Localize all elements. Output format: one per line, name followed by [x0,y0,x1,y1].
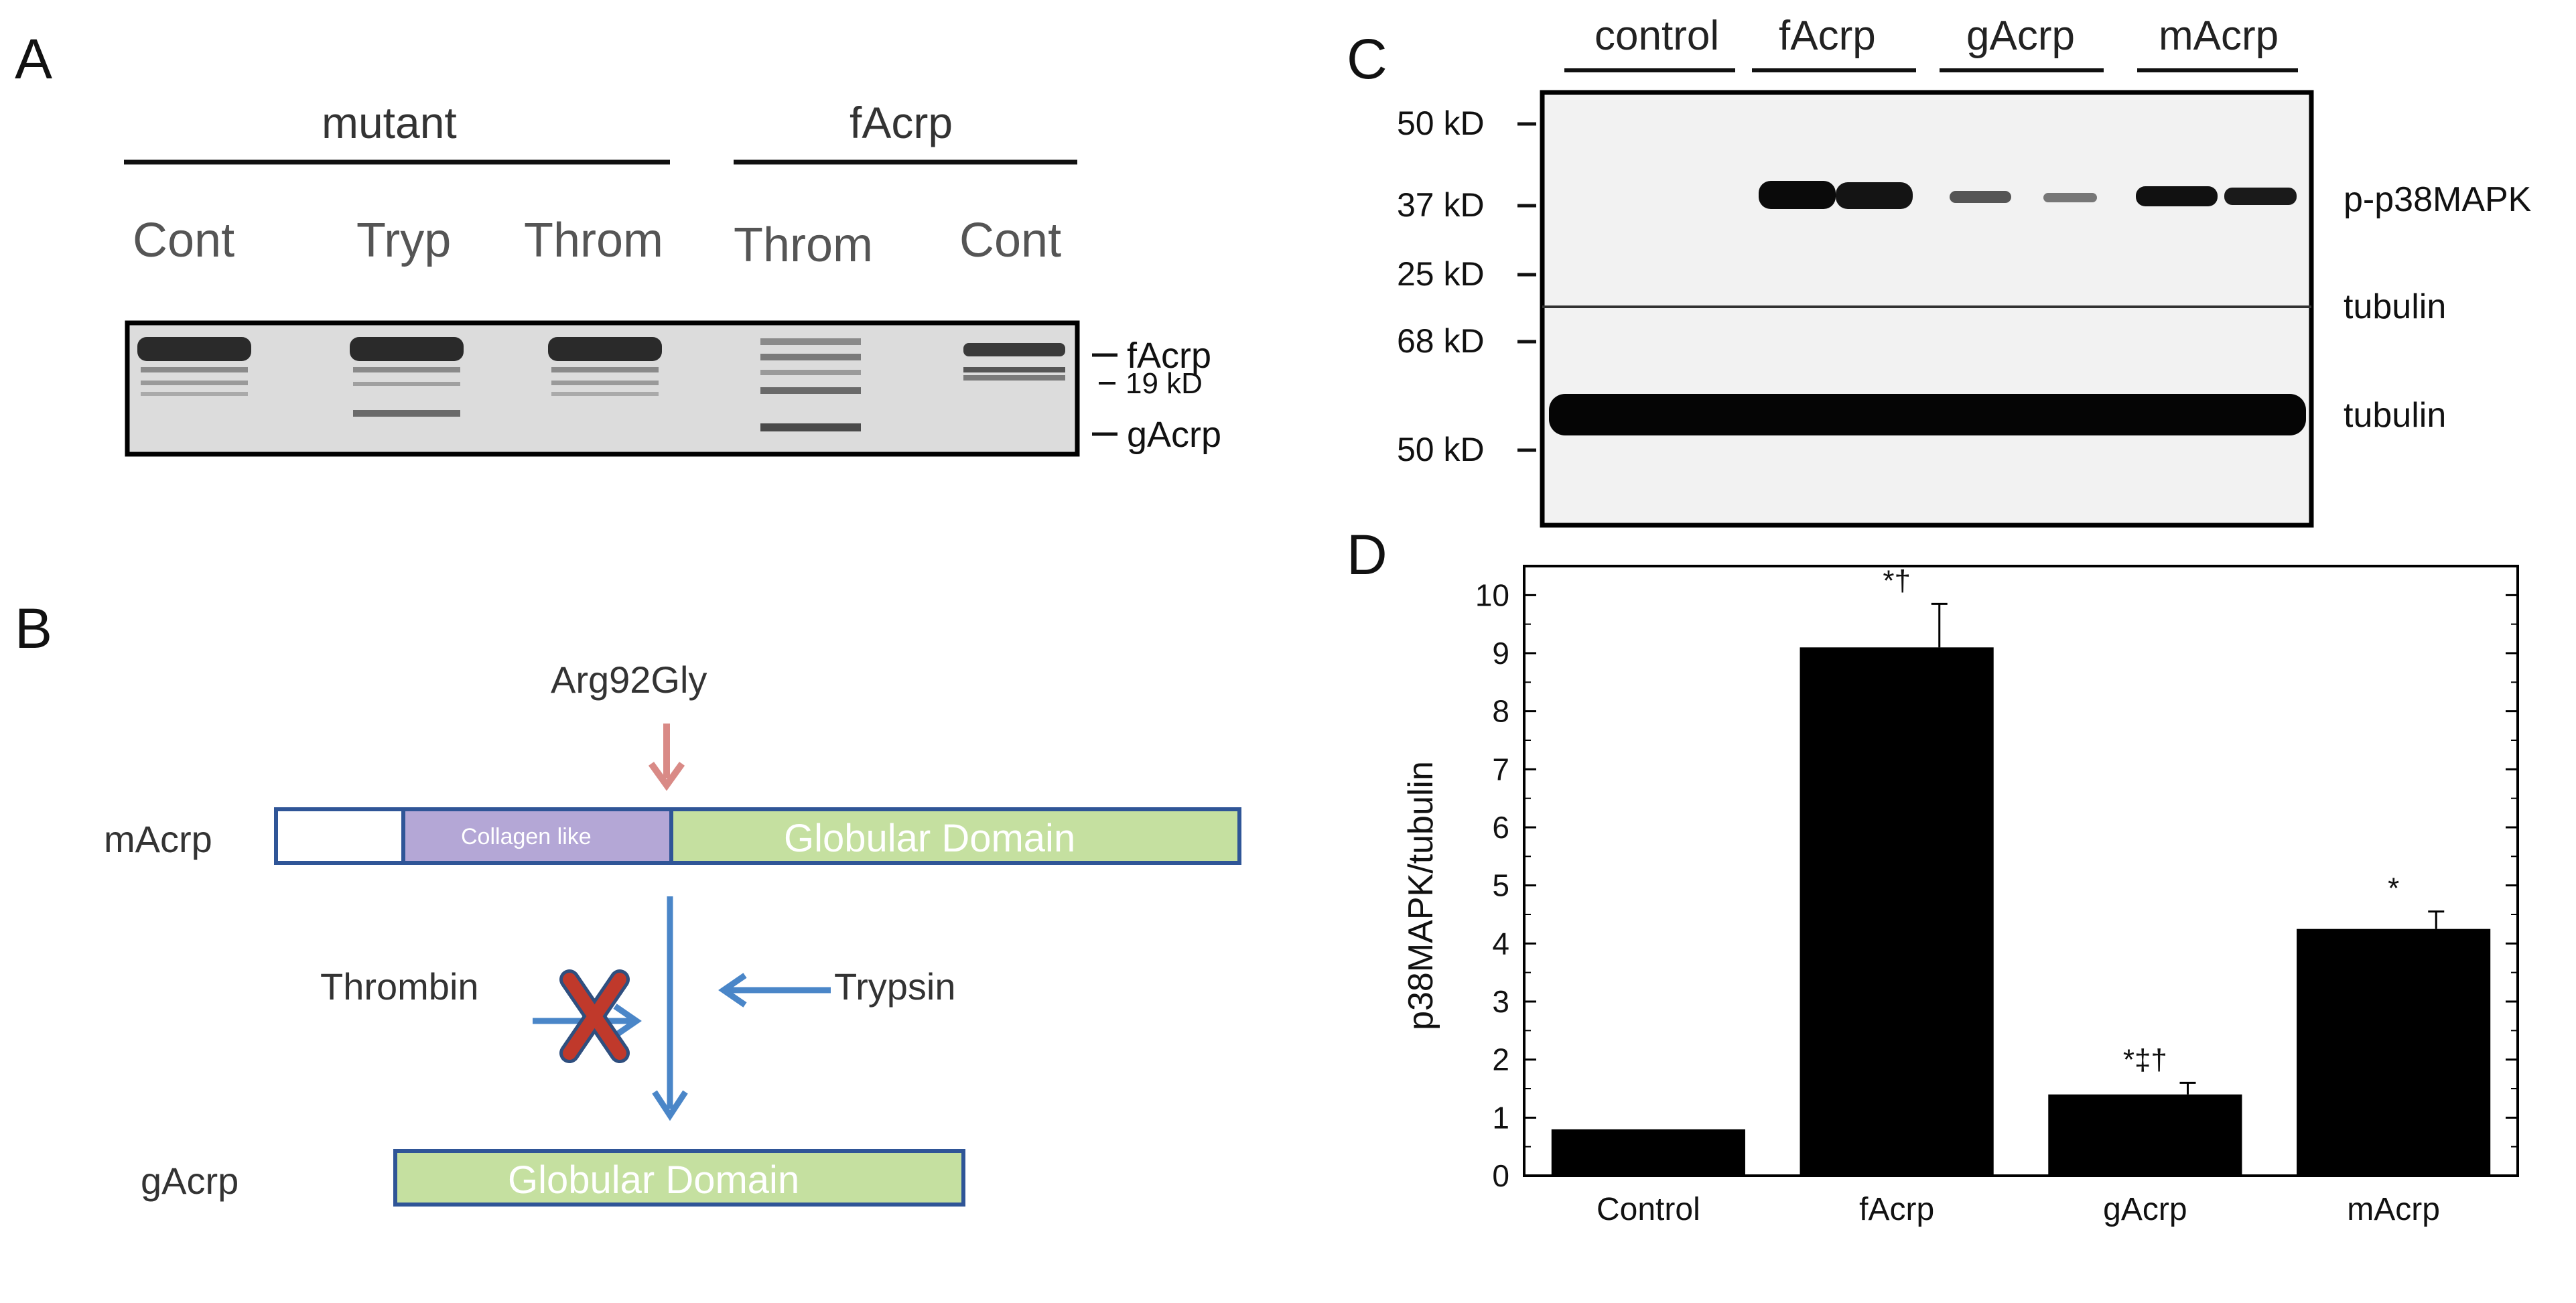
y-tick-label: 7 [1492,752,1509,786]
panel-a-lane-label: Throm [734,218,874,272]
chart-ylabel: p38MAPK/tubulin [1402,761,1440,1030]
bar [1551,1129,1745,1176]
y-tick-label: 2 [1492,1042,1509,1077]
blot-group-label: fAcrp [1779,13,1876,59]
mw-marker: 50 kD [1397,105,1485,142]
significance-annotation: *‡† [2123,1043,2167,1076]
blot-group-label: control [1595,13,1720,59]
y-tick-label: 6 [1492,810,1509,845]
y-tick-label: 10 [1475,577,1509,612]
x-tick-label: Control [1597,1192,1700,1227]
segment-globular-label: Globular Domain [784,817,1076,860]
bar-chart: p38MAPK/tubulin 0 1 2 3 4 5 6 7 8 9 10 Control *† fAc… [1402,564,2519,1227]
significance-annotation: * [2388,872,2399,905]
protease-trypsin-label: Trypsin [834,965,956,1008]
plot-frame [1523,565,2519,1177]
y-tick-label: 1 [1492,1100,1509,1135]
panel-a-band-facrp: fAcrp [1127,336,1212,376]
panel-a-letter: A [15,27,53,90]
panel-a-lane-label: Tryp [356,214,452,267]
y-tick-label: 4 [1492,926,1509,961]
y-tick-label: 5 [1492,868,1509,903]
panel-c-letter: C [1347,27,1387,90]
row-label-macrp: mAcrp [104,818,212,860]
panel-a-band-19kd: 19 kD [1126,367,1203,400]
x-tick-label: gAcrp [2103,1192,2187,1227]
panel-a-lane-label: Cont [133,214,235,267]
mw-marker: 68 kD [1397,322,1485,360]
panel-a-group-facrp: fAcrp [850,98,953,147]
blot-label-tubulin: tubulin [2344,396,2447,435]
chart-layer: 0 1 2 3 4 5 6 7 8 9 10 Control *† fAcrp *‡† gAcrp * mAcrp [1475,564,2519,1227]
mw-marker: 37 kD [1397,186,1485,224]
panel-b-schematic [274,724,1241,1207]
panel-a-band-gacrp: gAcrp [1127,415,1222,455]
y-tick-label: 0 [1492,1158,1509,1193]
blot-label-p-p38mapk: p-p38MAPK [2344,180,2532,219]
bar [1800,647,1994,1176]
panel-a-lane-label: Throm [524,214,664,267]
bar [2297,929,2491,1176]
y-tick-label: 3 [1492,984,1509,1019]
x-tick-label: mAcrp [2347,1192,2440,1227]
mutation-label: Arg92Gly [551,659,707,701]
blot-group-label: gAcrp [1966,13,2075,59]
row-label-gacrp: gAcrp [141,1160,239,1202]
segment-collagen-label: Collagen like [461,824,592,849]
mw-marker: 25 kD [1397,255,1485,293]
panel-a-gel-figure [124,159,1117,457]
x-tick-label: fAcrp [1859,1192,1934,1227]
y-tick-label: 8 [1492,694,1509,729]
row2-globular-label: Globular Domain [508,1158,800,1202]
blot-label-tubulin: tubulin [2344,287,2447,326]
panel-a-group-mutant: mutant [322,98,457,147]
panel-d-letter: D [1347,523,1387,586]
panel-a-lane-label: Cont [959,214,1062,267]
blocked-x-icon [559,969,630,1063]
panel-b-letter: B [15,597,53,660]
blot-group-label: mAcrp [2159,13,2279,59]
bar [2048,1094,2242,1176]
protease-thrombin-label: Thrombin [320,965,479,1008]
y-tick-label: 9 [1492,636,1509,671]
mw-marker: 50 kD [1397,431,1485,468]
significance-annotation: *† [1883,564,1911,597]
panel-c-blot-figure [1517,68,2314,528]
